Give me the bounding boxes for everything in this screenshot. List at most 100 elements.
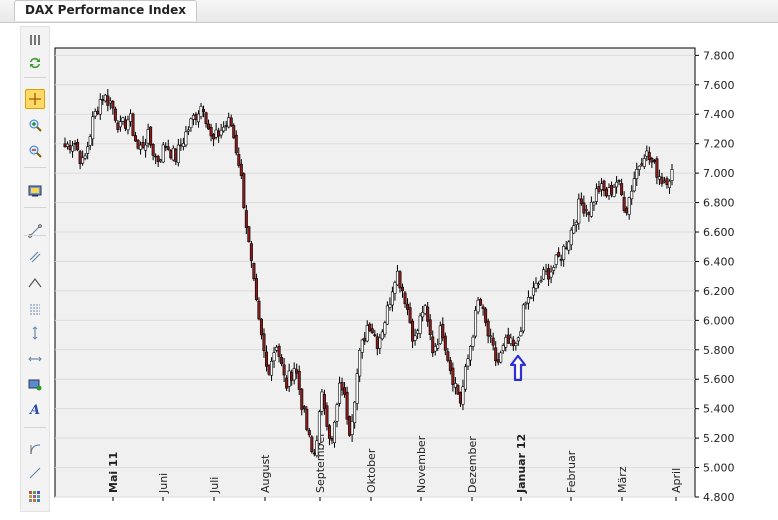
grid-button[interactable] [25, 487, 45, 507]
rectangle-button[interactable] [25, 375, 45, 395]
crosshair-button[interactable] [25, 89, 45, 109]
candle-body [207, 123, 211, 130]
candle-body [186, 129, 190, 132]
candle-body [655, 158, 659, 178]
candle-body [227, 117, 231, 128]
candle-body [315, 440, 319, 456]
ray-line-button[interactable] [25, 463, 45, 483]
candle-body [285, 377, 289, 389]
candle-body [305, 408, 309, 430]
candle-body [121, 117, 125, 122]
vertical-line-button[interactable] [25, 323, 45, 343]
channel-line-button[interactable] [25, 247, 45, 267]
toolbar-separator [24, 427, 46, 428]
candle-body [635, 169, 639, 180]
candle-body [272, 352, 276, 362]
candle-body [652, 160, 656, 162]
candle-body [471, 336, 475, 347]
zoom-out-button[interactable] [25, 141, 45, 161]
candle-body [219, 129, 223, 136]
candle-body [567, 241, 571, 251]
candle-body [670, 169, 674, 181]
y-tick-label: 7.800 [703, 49, 735, 62]
candle-body [587, 211, 591, 216]
candle-body [275, 346, 279, 351]
candle-body [426, 306, 430, 322]
candle-body [282, 364, 286, 376]
candle-body [209, 127, 213, 137]
candle-body [662, 180, 666, 183]
toolbar-separator [24, 235, 46, 236]
candle-body [239, 163, 243, 176]
candle-body [345, 391, 349, 420]
candle-body [506, 334, 510, 344]
candle-body [244, 210, 248, 228]
arc-button[interactable] [25, 439, 45, 459]
candle-body [189, 118, 193, 129]
candle-body [388, 304, 392, 308]
candle-body [332, 421, 336, 444]
candle-body [481, 306, 485, 309]
candle-body [254, 278, 258, 300]
candle-body [456, 385, 460, 395]
fibonacci-button[interactable] [25, 299, 45, 319]
candle-body [403, 292, 407, 305]
candle-body [181, 143, 185, 147]
zoom-in-button[interactable] [25, 115, 45, 135]
candle-body [116, 122, 120, 130]
candle-body [577, 198, 581, 224]
candle-body [327, 425, 331, 439]
candle-body [438, 325, 442, 345]
candle-body [640, 163, 644, 166]
text-button[interactable]: A [25, 399, 45, 419]
x-tick-label: Januar 12 [515, 434, 528, 494]
candle-body [360, 339, 364, 353]
up-arrow-annotation [509, 354, 527, 381]
y-tick-label: 6.400 [703, 255, 735, 268]
candle-body [257, 300, 261, 320]
candle-body [335, 404, 339, 422]
horizontal-line-button[interactable] [25, 349, 45, 369]
angle-line-button[interactable] [25, 273, 45, 293]
candle-body [584, 209, 588, 211]
candle-body [594, 188, 598, 202]
candle-body [378, 337, 382, 349]
toolbar-separator [24, 207, 46, 208]
tab-dax-performance-index[interactable]: DAX Performance Index [14, 0, 197, 21]
candle-body [549, 271, 553, 278]
candle-body [579, 198, 583, 204]
candle-body [544, 270, 548, 272]
candle-body [302, 406, 306, 410]
candle-body [234, 134, 238, 154]
candle-body [499, 352, 503, 363]
x-tick-label: März [616, 466, 629, 493]
candle-body [582, 202, 586, 214]
candle-body [111, 101, 115, 109]
candle-body [93, 111, 97, 117]
zoom-out-icon [29, 145, 42, 158]
refresh-button[interactable] [25, 53, 45, 73]
candle-body [247, 226, 251, 243]
grid-icon [29, 491, 40, 502]
candle-body [569, 229, 573, 246]
candle-body [270, 360, 274, 376]
candle-body [212, 134, 216, 140]
candle-body [650, 157, 654, 163]
candle-body [395, 270, 399, 286]
candle-body [637, 165, 641, 170]
candle-body [139, 144, 143, 150]
candle-body [647, 152, 651, 160]
candle-body [232, 125, 236, 139]
drag-handle-button[interactable] [25, 30, 45, 50]
candle-body [657, 176, 661, 180]
candle-body [307, 430, 311, 436]
candle-body [486, 320, 490, 337]
y-tick-label: 6.600 [703, 226, 735, 239]
candle-body [602, 180, 606, 192]
candle-body [620, 183, 624, 196]
fibonacci-icon [30, 304, 40, 315]
properties-button[interactable] [25, 181, 45, 201]
candle-body [632, 178, 636, 192]
candle-body [63, 143, 67, 148]
